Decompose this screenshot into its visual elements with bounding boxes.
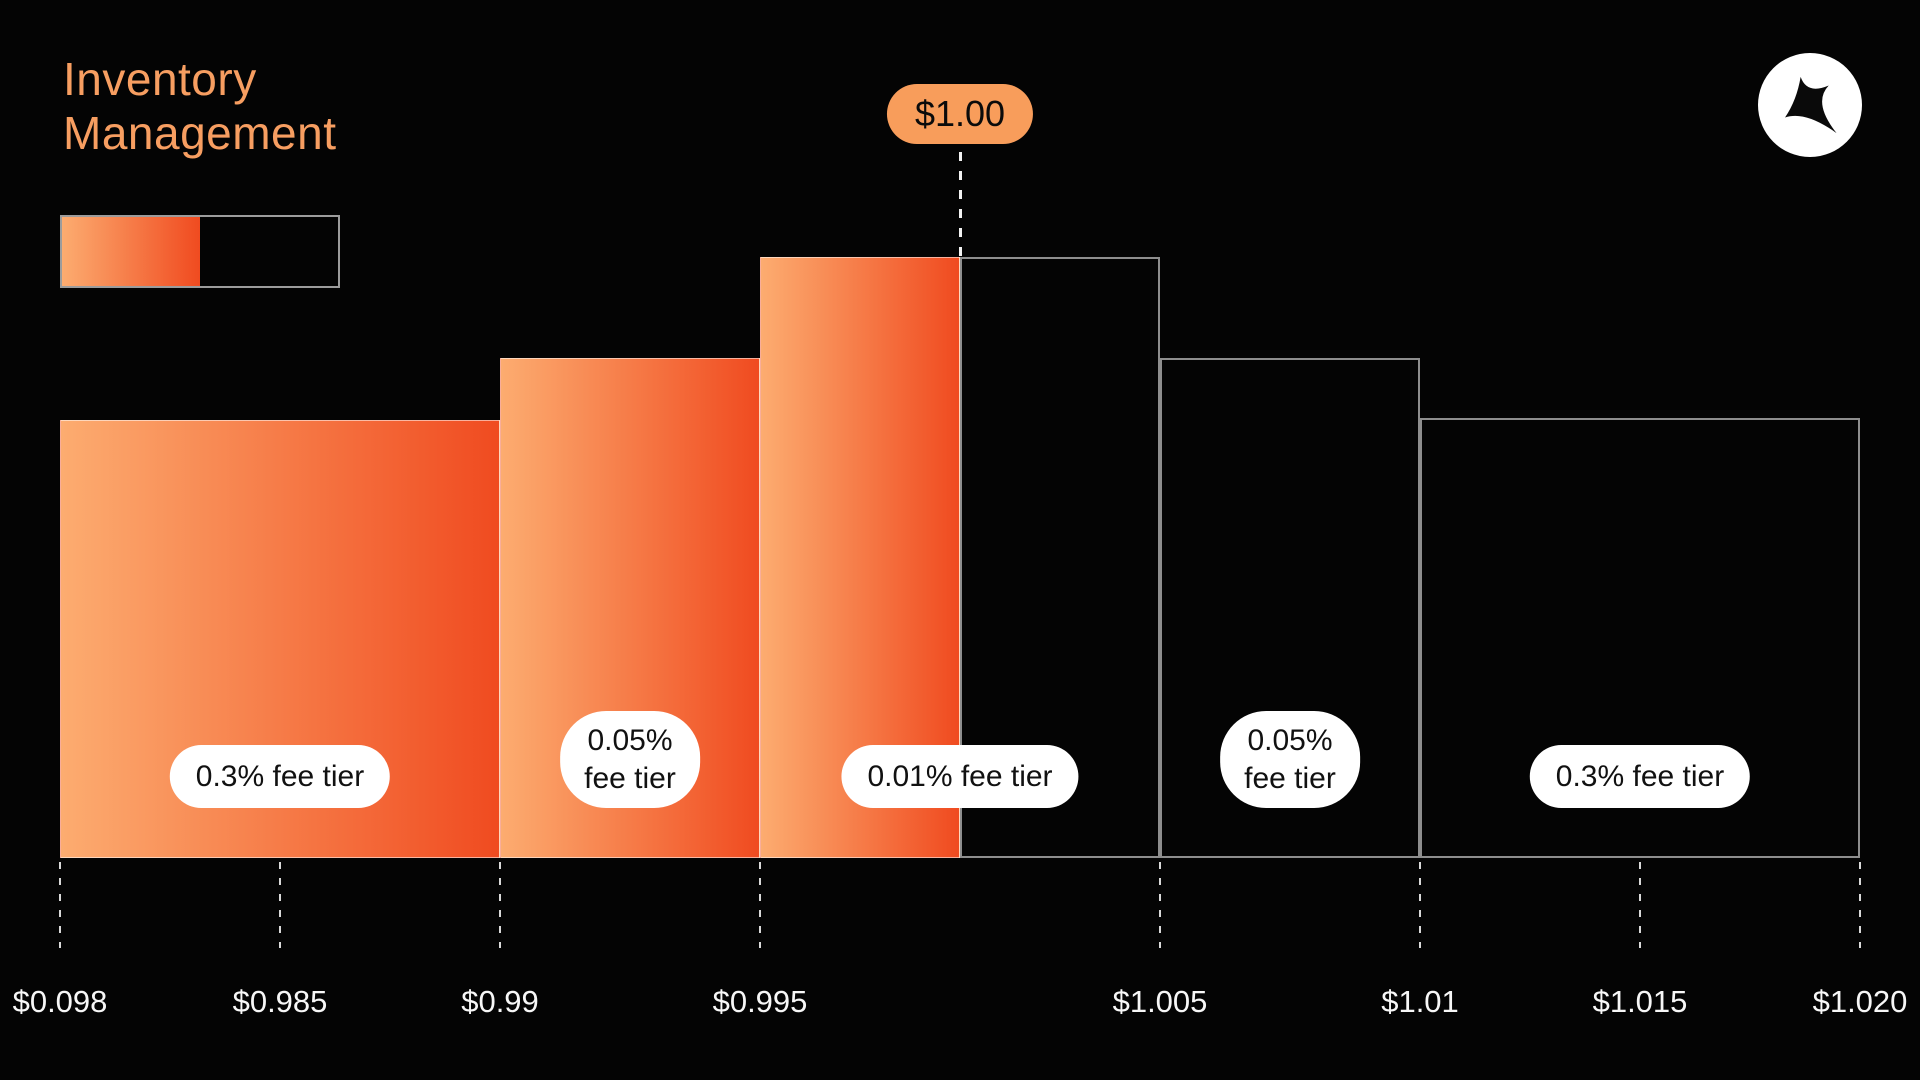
bar-fee-tier-0.01: 0.01% fee tier: [760, 257, 1160, 858]
bar-outline-segment: [1420, 418, 1860, 858]
legend-swatch: [60, 215, 340, 288]
price-marker-dashed-line: [958, 152, 962, 257]
fee-tier-label-line: fee tier: [1244, 761, 1336, 795]
x-axis-tick: [59, 862, 61, 948]
bar-fee-tier-0.3-left: 0.3% fee tier: [60, 420, 500, 858]
fee-tier-label-line: 0.3% fee tier: [195, 759, 365, 793]
bar-fee-tier-0.3-right: 0.3% fee tier: [1420, 418, 1860, 858]
fee-tier-label-fee-tier-0.05-right: 0.05% fee tier: [1220, 711, 1360, 808]
fee-tier-label-line: 0.3% fee tier: [1555, 759, 1725, 793]
bar-fee-tier-0.05-left: 0.05% fee tier: [500, 358, 760, 858]
x-axis-label: $0.99: [461, 984, 539, 1019]
bar-fee-tier-0.05-right: 0.05% fee tier: [1160, 358, 1420, 858]
fee-tier-label-fee-tier-0.3-left: 0.3% fee tier: [169, 744, 391, 808]
fee-tier-label-line: 0.05%: [587, 724, 673, 757]
x-axis-tick: [499, 862, 501, 948]
bar-outline-segment: [1160, 358, 1420, 858]
brand-logo: [1758, 53, 1862, 157]
fee-tier-label-fee-tier-0.05-left: 0.05% fee tier: [560, 711, 700, 808]
x-axis-label: $1.005: [1112, 984, 1208, 1019]
x-axis-label: $0.985: [232, 984, 328, 1019]
fee-tier-label-line: 0.01% fee tier: [867, 759, 1053, 793]
legend-filled-segment: [62, 217, 200, 286]
x-axis-tick: [279, 862, 281, 948]
x-axis-label: $1.020: [1812, 984, 1908, 1019]
x-axis-tick: [1639, 862, 1641, 948]
bar-outline-segment: [960, 257, 1160, 858]
x-axis-tick: [759, 862, 761, 948]
page-title: Inventory Management: [63, 52, 337, 161]
x-axis-label: $0.995: [712, 984, 808, 1019]
x-axis-label: $1.015: [1592, 984, 1688, 1019]
price-marker-pill: $1.00: [886, 84, 1034, 144]
fee-tier-label-line: 0.05%: [1247, 724, 1333, 757]
page-title-line2: Management: [63, 107, 337, 160]
fee-tier-label-fee-tier-0.01: 0.01% fee tier: [841, 744, 1079, 808]
x-axis-tick: [1419, 862, 1421, 948]
four-point-star-icon: [1785, 76, 1837, 134]
page-title-line1: Inventory: [63, 53, 257, 105]
x-axis-label: $0.098: [12, 984, 108, 1019]
x-axis-tick: [1859, 862, 1861, 948]
x-axis-label: $1.01: [1381, 984, 1459, 1019]
fee-tier-label-fee-tier-0.3-right: 0.3% fee tier: [1529, 744, 1751, 808]
fee-tier-label-line: fee tier: [584, 761, 676, 795]
x-axis-tick: [1159, 862, 1161, 948]
